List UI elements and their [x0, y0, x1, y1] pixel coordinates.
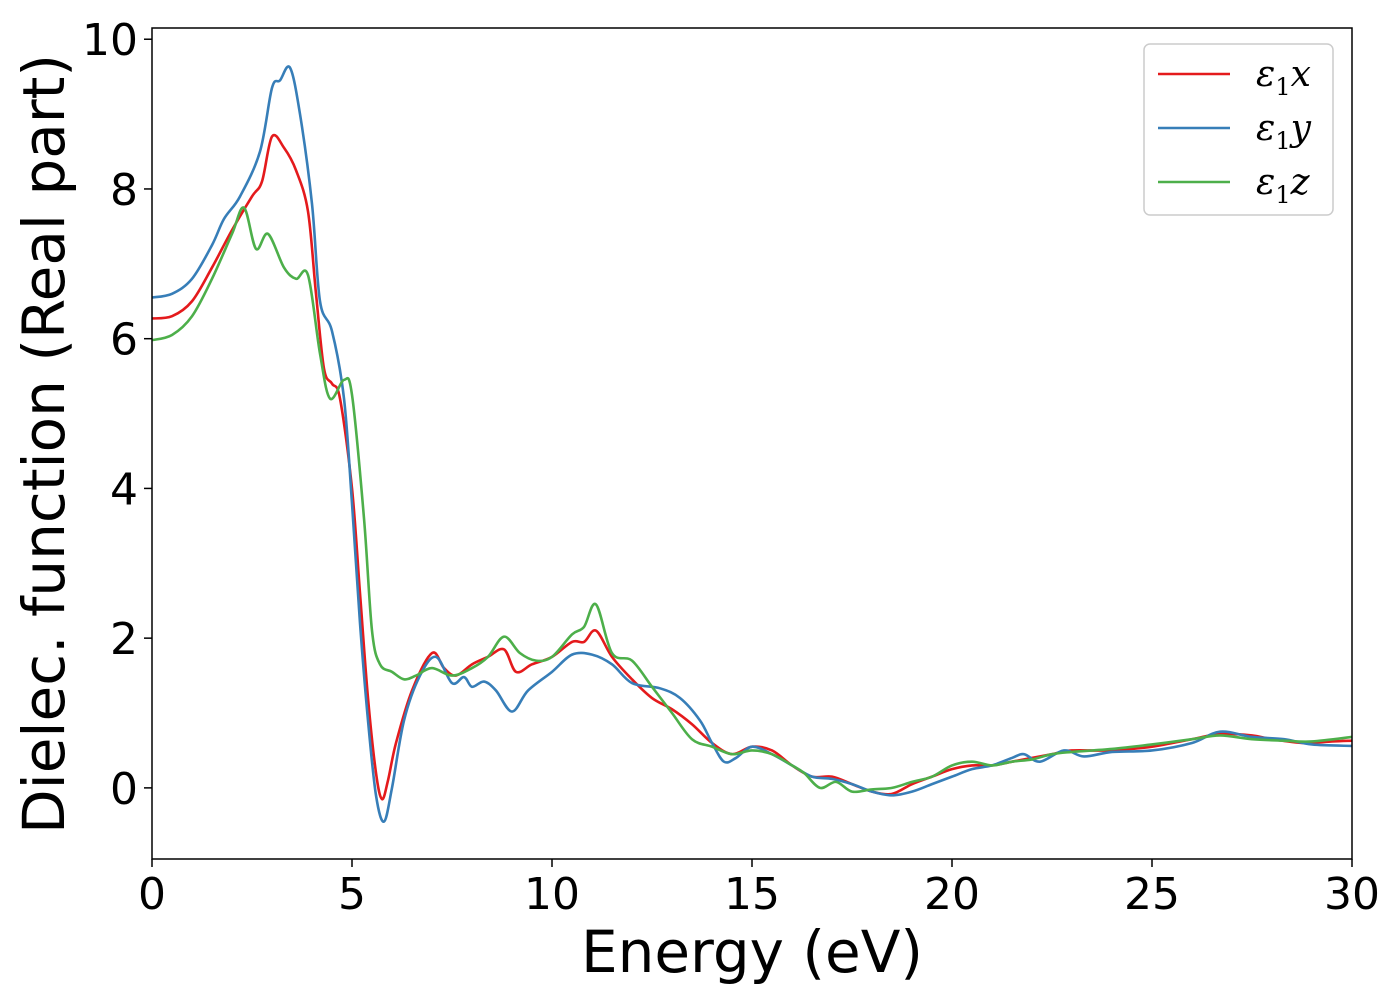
series-layer	[152, 65, 1352, 823]
x-tick-label: 5	[338, 869, 366, 920]
y-tick-label: 10	[82, 15, 138, 66]
x-axis-title: Energy (eV)	[581, 918, 923, 986]
y-tick-label: 4	[110, 464, 138, 515]
legend-box	[1143, 43, 1334, 216]
x-tick-label: 20	[924, 869, 980, 920]
series-line-z	[152, 206, 1352, 794]
y-tick-label: 6	[110, 315, 138, 366]
x-tick-label: 30	[1324, 869, 1380, 920]
x-tick-label: 0	[138, 869, 166, 920]
legend-label-x: ε1x	[1256, 54, 1311, 101]
x-axis: 0 5 10 15 20 25 30	[138, 859, 1380, 920]
x-tick-label: 15	[724, 869, 780, 920]
legend-label-z: ε1z	[1256, 162, 1311, 209]
y-tick-label: 0	[110, 764, 138, 815]
y-tick-label: 8	[110, 165, 138, 216]
y-axis-title: Dielec. function (Real part)	[10, 54, 78, 834]
y-tick-label: 2	[110, 614, 138, 665]
y-axis: 0 2 4 6 8 10	[82, 15, 152, 815]
legend-label-y: ε1y	[1256, 108, 1312, 155]
series-line-x	[152, 133, 1352, 801]
x-tick-label: 10	[524, 869, 580, 920]
x-tick-label: 25	[1124, 869, 1180, 920]
legend: ε1x ε1y ε1z	[1143, 43, 1334, 216]
series-line-y	[152, 65, 1352, 823]
